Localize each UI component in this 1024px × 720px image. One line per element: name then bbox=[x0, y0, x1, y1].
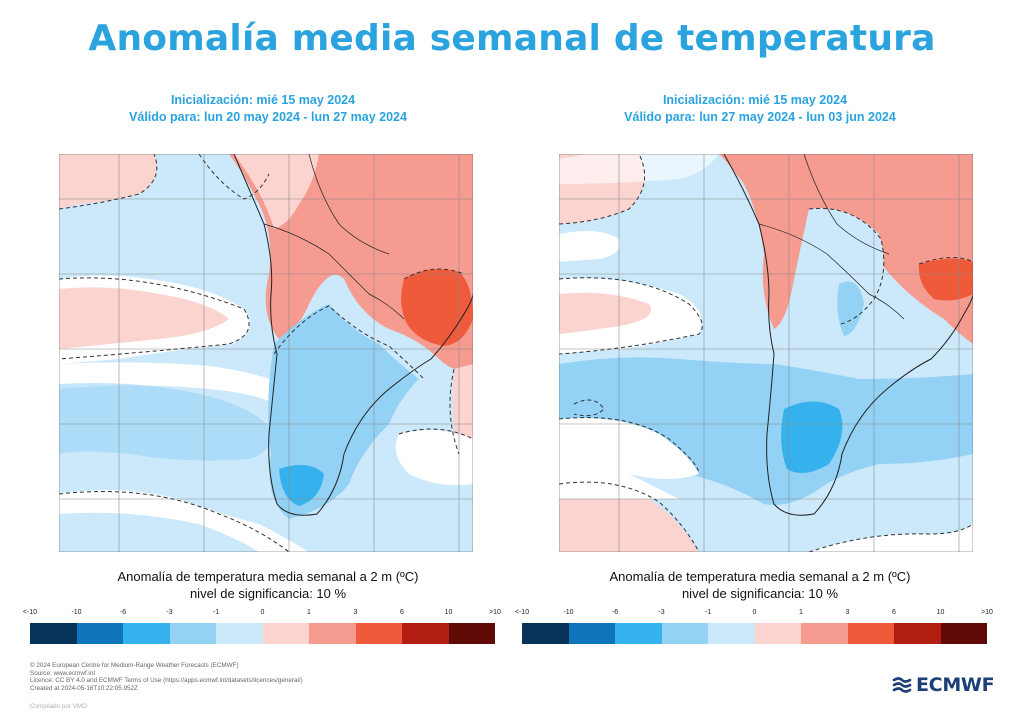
copyright-footer: © 2024 European Centre for Medium-Range … bbox=[30, 662, 303, 692]
anomaly-map bbox=[559, 154, 973, 552]
ecmwf-logo: ECMWF bbox=[891, 674, 995, 696]
swatch bbox=[568, 623, 615, 644]
anomaly-map bbox=[59, 154, 473, 552]
panel-header: Inicialización: mié 15 may 2024 Válido p… bbox=[48, 92, 488, 126]
swatch bbox=[661, 623, 708, 644]
forecast-panel-week1: Inicialización: mié 15 may 2024 Válido p… bbox=[23, 92, 501, 644]
valid-range: Válido para: lun 20 may 2024 - lun 27 ma… bbox=[129, 110, 407, 124]
swatch bbox=[262, 623, 309, 644]
map-caption: Anomalía de temperatura media semanal a … bbox=[540, 568, 980, 602]
colorbar-ticks: <-10 -10 -6 -3 -1 0 1 3 6 10 >10 bbox=[23, 609, 501, 619]
swatch bbox=[402, 623, 449, 644]
tick-label: -10 bbox=[71, 609, 82, 616]
swatch bbox=[448, 623, 495, 644]
colorbar-swatches bbox=[522, 623, 987, 644]
tick-label: >10 bbox=[489, 609, 501, 616]
colorbar: <-10 -10 -6 -3 -1 0 1 3 6 10 >10 bbox=[515, 609, 993, 645]
forecast-panel-week2: Inicialización: mié 15 may 2024 Válido p… bbox=[515, 92, 993, 644]
map-caption: Anomalía de temperatura media semanal a … bbox=[48, 568, 488, 602]
swatch bbox=[355, 623, 402, 644]
tick-label: 0 bbox=[260, 609, 265, 616]
swatch bbox=[169, 623, 216, 644]
panel-header: Inicialización: mié 15 may 2024 Válido p… bbox=[540, 92, 980, 126]
tick-label: 3 bbox=[845, 609, 850, 616]
tick-label: 1 bbox=[799, 609, 803, 616]
swatch bbox=[76, 623, 123, 644]
footer-line: Created at 2024-05-16T10:22:05.952Z bbox=[30, 684, 138, 692]
caption-significance: nivel de significancia: 10 % bbox=[189, 586, 347, 601]
ecmwf-logo-icon bbox=[892, 677, 912, 693]
tick-label: <-10 bbox=[514, 609, 530, 616]
footer-line: Source: www.ecmwf.int bbox=[30, 669, 96, 677]
init-date: Inicialización: mié 15 may 2024 bbox=[662, 93, 848, 107]
page-title: Anomalía media semanal de temperatura bbox=[88, 18, 936, 59]
tick-label: -1 bbox=[212, 609, 220, 616]
tick-label: -6 bbox=[611, 609, 619, 616]
tick-label: -10 bbox=[563, 609, 574, 616]
tick-label: -3 bbox=[166, 609, 173, 616]
caption-title: Anomalía de temperatura media semanal a … bbox=[609, 569, 911, 584]
compiled-by: Compilado por VMO bbox=[30, 703, 88, 710]
swatch bbox=[801, 623, 848, 644]
swatch bbox=[894, 623, 941, 644]
swatch bbox=[615, 623, 662, 644]
swatch bbox=[522, 623, 569, 644]
caption-title: Anomalía de temperatura media semanal a … bbox=[117, 569, 419, 584]
swatch bbox=[216, 623, 263, 644]
swatch bbox=[940, 623, 987, 644]
swatch bbox=[847, 623, 894, 644]
logo-text: ECMWF bbox=[916, 674, 995, 696]
footer-line: Licence: CC BY 4.0 and ECMWF Terms of Us… bbox=[30, 677, 303, 685]
swatch bbox=[309, 623, 356, 644]
tick-label: 6 bbox=[400, 609, 404, 616]
tick-label: 0 bbox=[752, 609, 757, 616]
tick-label: 6 bbox=[892, 609, 896, 616]
tick-label: 1 bbox=[307, 609, 311, 616]
init-date: Inicialización: mié 15 may 2024 bbox=[170, 93, 356, 107]
tick-label: -6 bbox=[119, 609, 127, 616]
colorbar-ticks: <-10 -10 -6 -3 -1 0 1 3 6 10 >10 bbox=[515, 609, 993, 619]
swatch bbox=[30, 623, 77, 644]
swatch bbox=[123, 623, 170, 644]
tick-label: -3 bbox=[658, 609, 665, 616]
colorbar: <-10 -10 -6 -3 -1 0 1 3 6 10 >10 bbox=[23, 609, 501, 645]
tick-label: 10 bbox=[936, 609, 945, 616]
caption-significance: nivel de significancia: 10 % bbox=[681, 586, 839, 601]
colorbar-swatches bbox=[30, 623, 495, 644]
tick-label: -1 bbox=[704, 609, 712, 616]
tick-label: <-10 bbox=[22, 609, 38, 616]
tick-label: 10 bbox=[444, 609, 453, 616]
swatch bbox=[754, 623, 801, 644]
valid-range: Válido para: lun 27 may 2024 - lun 03 ju… bbox=[624, 110, 896, 124]
footer-line: © 2024 European Centre for Medium-Range … bbox=[30, 662, 239, 669]
swatch bbox=[708, 623, 755, 644]
tick-label: >10 bbox=[981, 609, 993, 616]
tick-label: 3 bbox=[353, 609, 358, 616]
